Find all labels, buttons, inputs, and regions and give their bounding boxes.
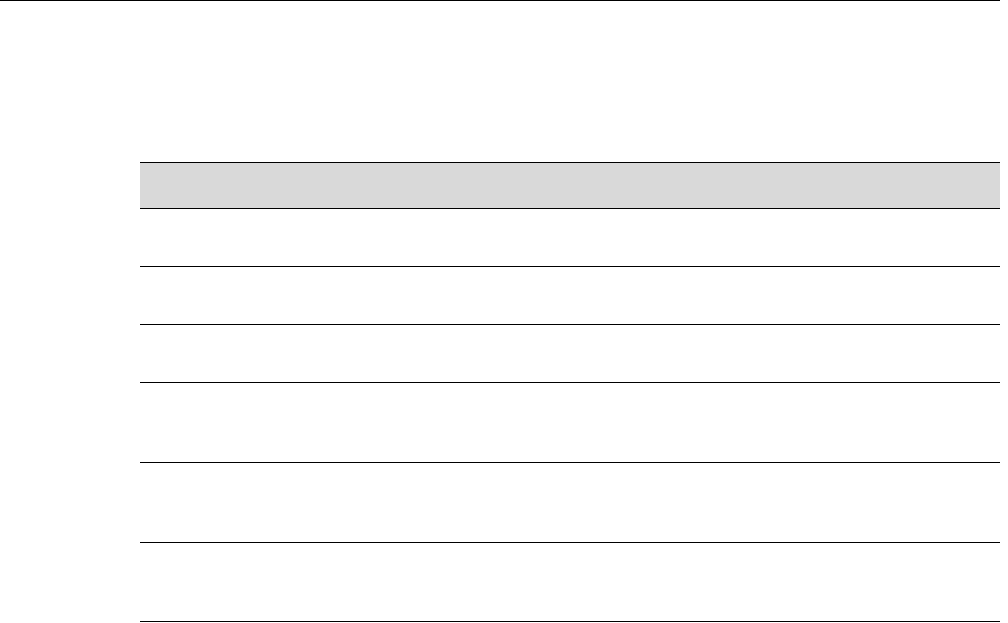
table-header: [140, 162, 1000, 208]
